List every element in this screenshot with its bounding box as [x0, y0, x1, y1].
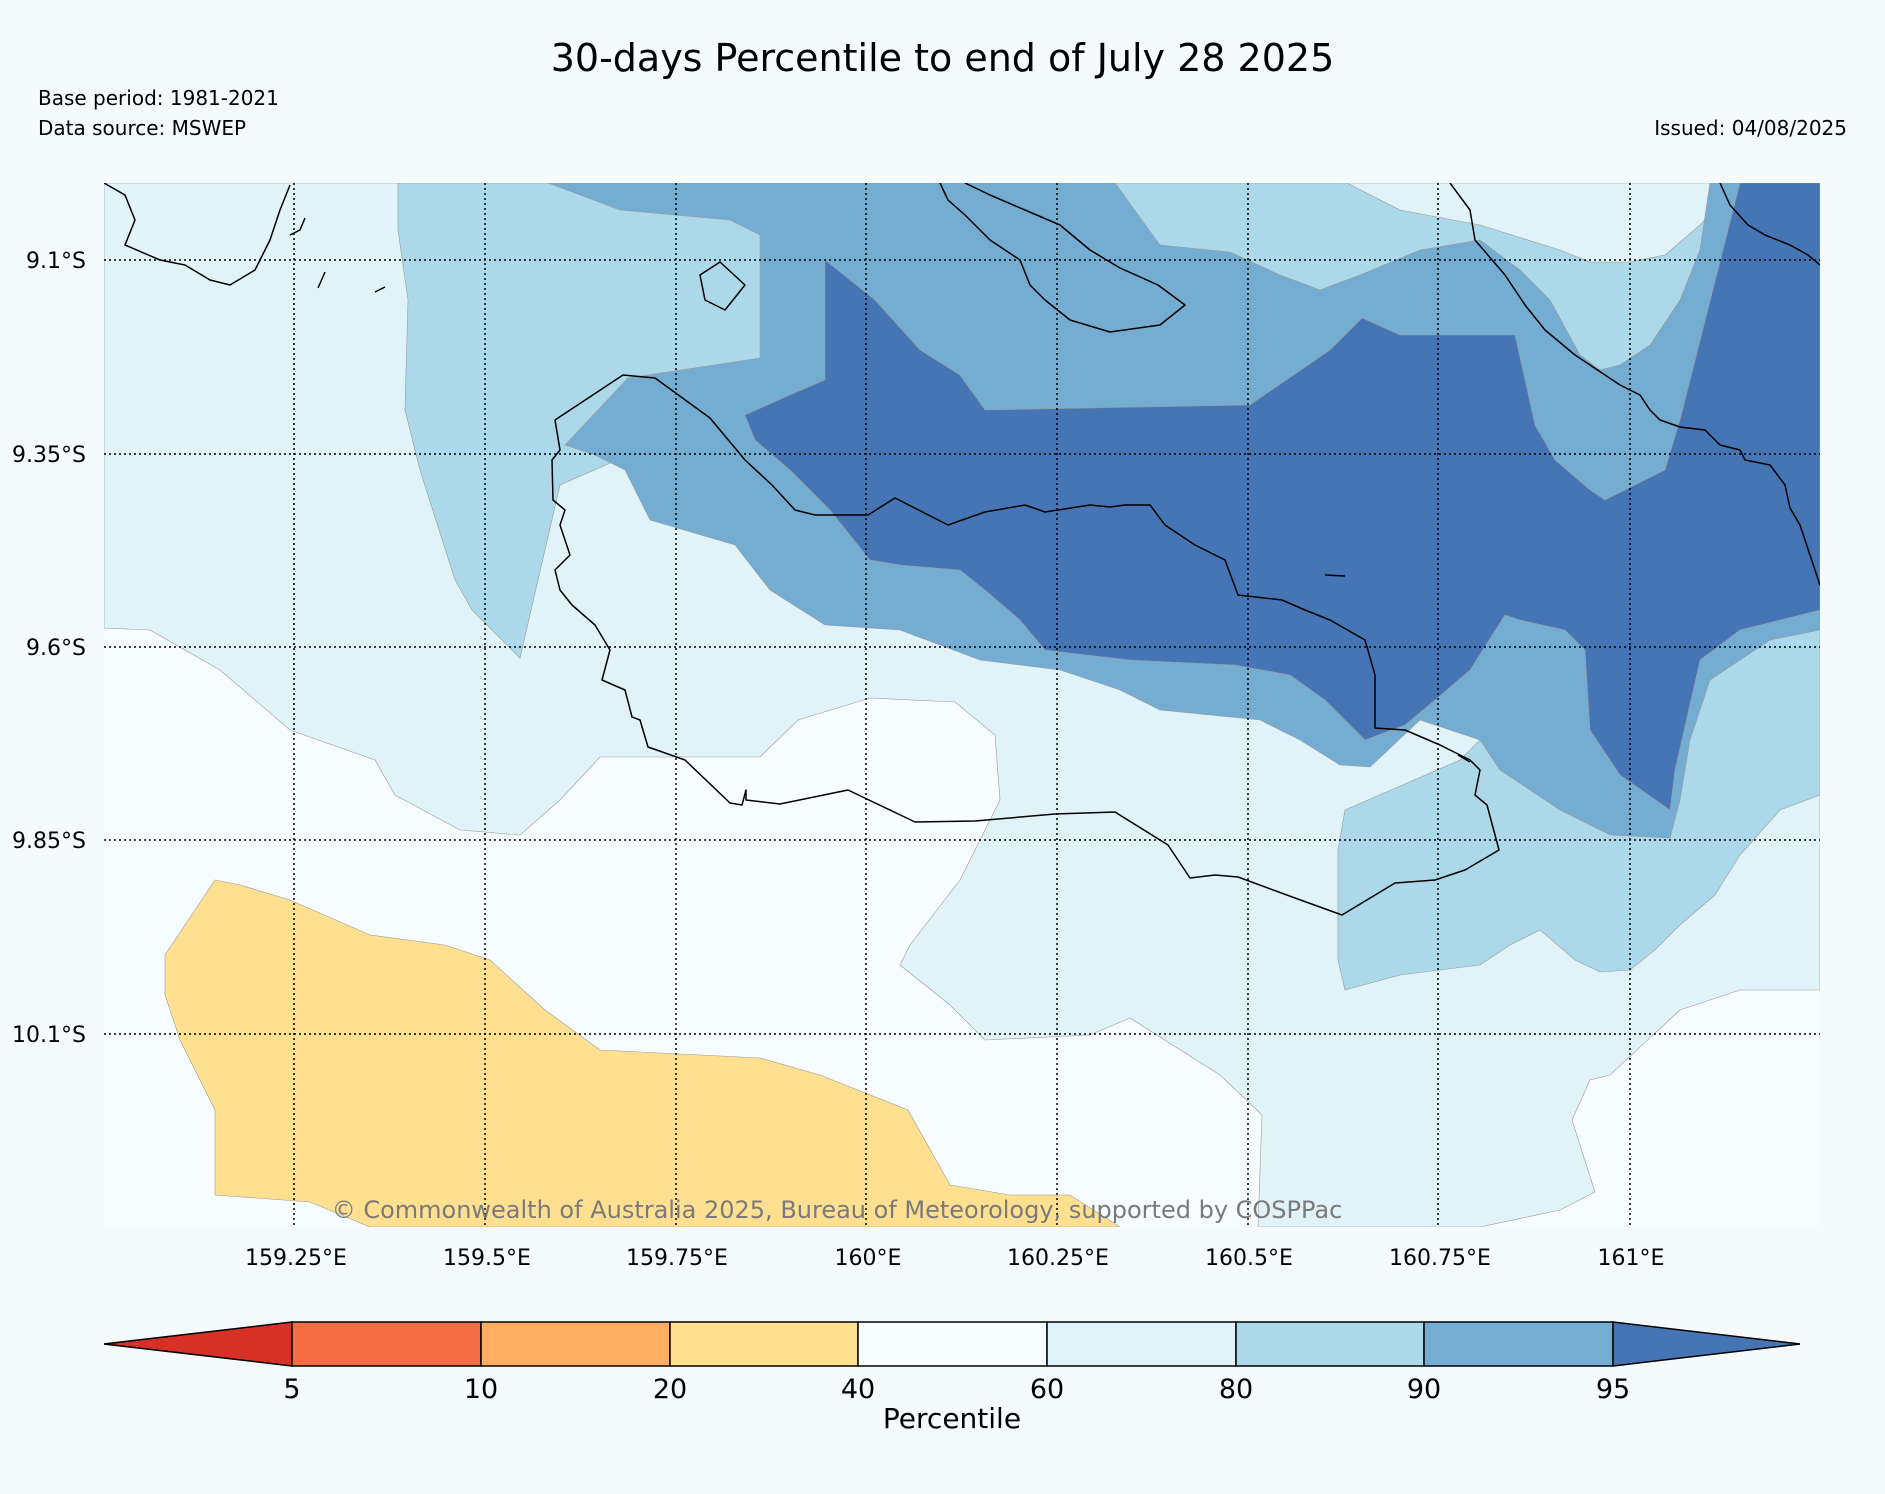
lat-tick-label: 9.6°S — [26, 636, 86, 661]
islet-nw-2 — [317, 271, 326, 289]
colorbar — [103, 1321, 1801, 1367]
colorbar-tick-label: 90 — [1407, 1374, 1441, 1405]
colorbar-segment — [1046, 1321, 1237, 1367]
lat-tick-label: 9.1°S — [26, 249, 86, 274]
island-outline-main — [551, 374, 1500, 916]
colorbar-segment — [480, 1321, 671, 1367]
colorbar-segment — [291, 1321, 482, 1367]
colorbar-tick-label: 80 — [1219, 1374, 1253, 1405]
lon-tick-label: 159.25°E — [245, 1246, 347, 1271]
latitude-labels: 9.1°S 9.35°S 9.6°S 9.85°S 10.1°S — [12, 249, 86, 1048]
island-outline-ne — [1719, 183, 1820, 266]
islet-nw-3 — [374, 286, 386, 293]
lon-tick-label: 161°E — [1598, 1246, 1665, 1271]
lat-tick-label: 10.1°S — [12, 1023, 86, 1048]
colorbar-segment — [857, 1321, 1048, 1367]
islet-e-1 — [1324, 574, 1346, 577]
colorbar-tick-label: 95 — [1596, 1374, 1630, 1405]
colorbar-tick-label: 20 — [653, 1374, 687, 1405]
lon-tick-label: 160.5°E — [1205, 1246, 1293, 1271]
colorbar-segment — [1235, 1321, 1425, 1367]
band-above-95-core — [744, 183, 1820, 811]
colorbar-tick-label: 60 — [1030, 1374, 1064, 1405]
islet-north — [699, 261, 746, 311]
band-20-40 — [164, 879, 1121, 1227]
map-frame — [104, 183, 1820, 1227]
lon-tick-label: 160.75°E — [1389, 1246, 1491, 1271]
colorbar-tick-label: 5 — [283, 1374, 300, 1405]
islet-e-2 — [1457, 754, 1471, 763]
colorbar-tick-label: 40 — [841, 1374, 875, 1405]
island-outline-n — [939, 183, 1186, 333]
island-outline-nw — [104, 183, 291, 286]
lon-tick-label: 159.75°E — [626, 1246, 728, 1271]
lon-tick-label: 160°E — [835, 1246, 902, 1271]
data-source-text: Data source: MSWEP — [38, 116, 247, 140]
colorbar-extend-high — [1612, 1321, 1801, 1367]
colorbar-segment — [669, 1321, 859, 1367]
colorbar-tick-label: 10 — [464, 1374, 498, 1405]
longitude-labels: 159.25°E 159.5°E 159.75°E 160°E 160.25°E… — [245, 1246, 1664, 1271]
issued-date-text: Issued: 04/08/2025 — [1654, 116, 1847, 140]
colorbar-title: Percentile — [883, 1402, 1021, 1435]
lat-tick-label: 9.35°S — [12, 443, 86, 468]
coastline-group — [104, 183, 1820, 916]
map-title: 30-days Percentile to end of July 28 202… — [550, 36, 1335, 80]
base-period-text: Base period: 1981-2021 — [38, 86, 279, 110]
lon-tick-label: 159.5°E — [443, 1246, 531, 1271]
graticule — [104, 183, 1820, 1227]
colorbar-extend-low — [103, 1321, 293, 1367]
copyright-text: © Commonwealth of Australia 2025, Bureau… — [332, 1196, 1343, 1224]
colorbar-segment — [1423, 1321, 1614, 1367]
lon-tick-label: 160.25°E — [1007, 1246, 1109, 1271]
colorbar-tick-labels: 5 10 20 40 60 80 90 95 — [283, 1374, 1630, 1405]
island-outline-east — [1449, 183, 1820, 586]
lat-tick-label: 9.85°S — [12, 829, 86, 854]
